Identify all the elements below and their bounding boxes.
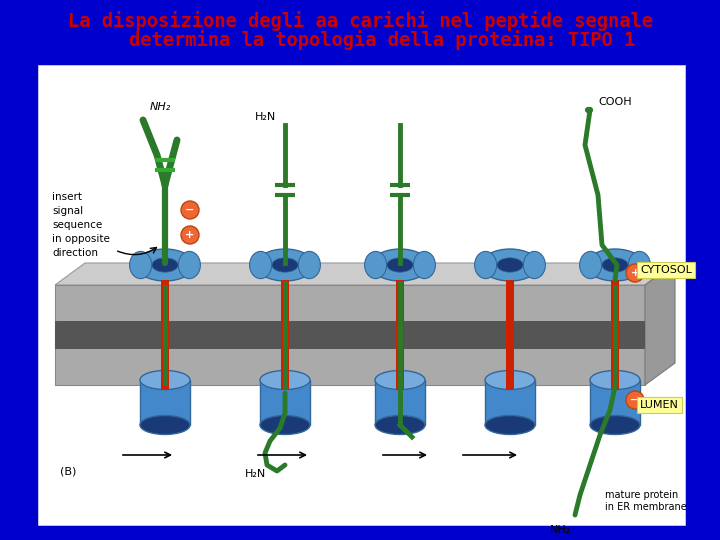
Text: COOH: COOH [598, 97, 631, 107]
Ellipse shape [179, 252, 200, 279]
Ellipse shape [260, 370, 310, 389]
Text: (B): (B) [60, 467, 76, 477]
Ellipse shape [485, 415, 535, 435]
Ellipse shape [485, 370, 535, 389]
Bar [260, 380, 310, 425]
Ellipse shape [140, 370, 190, 389]
Polygon shape [645, 263, 675, 385]
Polygon shape [55, 321, 645, 349]
Ellipse shape [136, 249, 194, 281]
Ellipse shape [181, 226, 199, 244]
Ellipse shape [364, 252, 387, 279]
Bar [590, 380, 640, 425]
Ellipse shape [375, 370, 425, 389]
Ellipse shape [298, 252, 320, 279]
Ellipse shape [413, 252, 436, 279]
Ellipse shape [152, 258, 178, 272]
Text: NH₂: NH₂ [550, 525, 571, 535]
Ellipse shape [272, 258, 298, 272]
Ellipse shape [629, 252, 650, 279]
Ellipse shape [250, 252, 271, 279]
Ellipse shape [260, 415, 310, 435]
Ellipse shape [586, 249, 644, 281]
Text: LUMEN: LUMEN [640, 400, 679, 410]
Text: +: + [185, 230, 194, 240]
Text: mature protein
in ER membrane: mature protein in ER membrane [605, 490, 687, 512]
Bar [506, 280, 514, 390]
Text: determina la topologia della proteina: TIPO 1: determina la topologia della proteina: T… [84, 30, 636, 50]
Ellipse shape [590, 370, 640, 389]
Ellipse shape [626, 391, 644, 409]
Bar [161, 280, 169, 390]
Bar [396, 280, 404, 390]
Text: La disposizione degli aa carichi nel peptide segnale: La disposizione degli aa carichi nel pep… [68, 11, 652, 31]
Text: +: + [631, 268, 639, 278]
Bar [485, 380, 535, 425]
Text: CYTOSOL: CYTOSOL [640, 265, 692, 275]
Text: NH₂: NH₂ [150, 102, 171, 112]
Bar [38, 65, 685, 525]
Ellipse shape [140, 415, 190, 435]
Ellipse shape [256, 249, 314, 281]
Ellipse shape [580, 252, 602, 279]
Text: insert
signal
sequence
in opposite
direction: insert signal sequence in opposite direc… [52, 192, 110, 258]
Ellipse shape [481, 249, 539, 281]
Polygon shape [55, 263, 675, 285]
Ellipse shape [626, 264, 644, 282]
Polygon shape [55, 285, 645, 385]
Bar [375, 380, 425, 425]
Ellipse shape [602, 258, 628, 272]
Text: H₂N: H₂N [245, 469, 266, 479]
Ellipse shape [590, 415, 640, 435]
Bar [140, 380, 190, 425]
Ellipse shape [181, 201, 199, 219]
Ellipse shape [130, 252, 152, 279]
Bar [611, 280, 619, 390]
Ellipse shape [371, 249, 429, 281]
Text: −: − [630, 395, 639, 405]
Ellipse shape [387, 258, 413, 272]
Ellipse shape [474, 252, 497, 279]
Ellipse shape [375, 415, 425, 435]
Text: −: − [185, 205, 194, 215]
Bar [281, 280, 289, 390]
Text: H₂N: H₂N [255, 112, 276, 122]
Ellipse shape [497, 258, 523, 272]
Ellipse shape [523, 252, 545, 279]
